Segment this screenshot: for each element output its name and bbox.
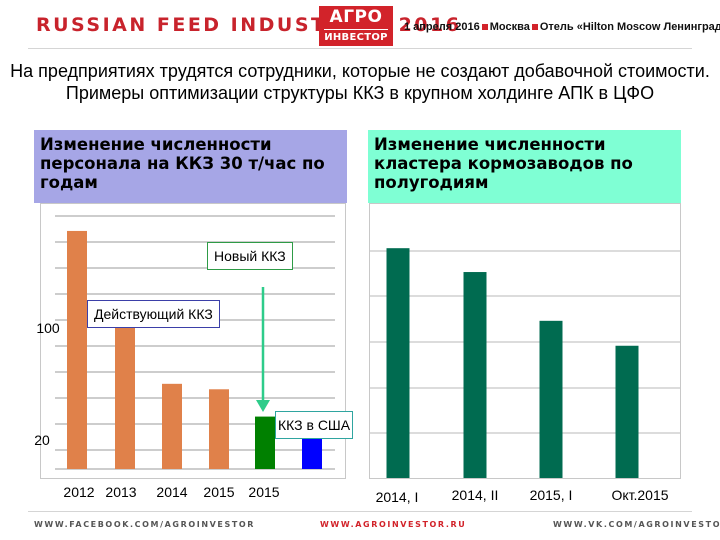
right-bar [386, 248, 410, 478]
legend-new-plant: Новый ККЗ [207, 242, 293, 270]
left-bar [67, 230, 87, 469]
legend-usa-plant: ККЗ в США [275, 411, 354, 439]
arrow-new-to-usa [256, 287, 270, 412]
separator-square-icon [481, 23, 488, 30]
event-date: 1 апреля 2016 [404, 21, 480, 33]
legend-current-plant: Действующий ККЗ [87, 300, 220, 328]
left-x-tick-label: 2012 [63, 484, 94, 500]
left-x-tick-label: 2015 [203, 484, 234, 500]
left-y-tick-label: 20 [34, 432, 50, 448]
footer-vk-link[interactable]: WWW.VK.COM/AGROINVESTOR [553, 520, 720, 529]
right-x-tick-label: 2014, II [452, 487, 499, 503]
left-y-tick-label: 100 [36, 320, 60, 336]
left-chart-labels: 2012 2013 2014 2015 2015 [63, 484, 279, 500]
logo-text-top: АГРО [329, 7, 383, 27]
left-chart-heading: Изменение численности персонала на ККЗ 3… [34, 130, 347, 203]
left-chart-bars [67, 230, 322, 469]
event-info: 1 апреля 2016 Москва Отель «Hilton Moscow … [404, 21, 720, 33]
header-divider [28, 48, 692, 49]
left-x-tick-label: 2015 [248, 484, 279, 500]
right-x-tick-label: 2015, I [530, 487, 573, 503]
right-chart-bars [386, 248, 639, 478]
right-bar [539, 320, 563, 478]
right-x-tick-label: 2014, I [376, 489, 419, 505]
left-x-tick-label: 2013 [105, 484, 136, 500]
arrow-head-icon [256, 400, 270, 412]
event-venue: Отель «Hilton Moscow Ленинградская» [539, 21, 720, 33]
right-bar [463, 272, 487, 478]
footer-facebook-link[interactable]: WWW.FACEBOOK.COM/AGROINVESTOR [34, 520, 256, 529]
logo-text-bottom: ИНВЕСТОР [324, 29, 388, 44]
left-x-tick-label: 2014 [156, 484, 187, 500]
slide-title: На предприятиях трудятся сотрудники, кот… [10, 61, 710, 103]
footer-divider [28, 511, 692, 512]
separator-square-icon [531, 23, 538, 30]
event-city: Москва [489, 21, 530, 33]
right-x-tick-label: Окт.2015 [611, 487, 668, 503]
footer-site-link[interactable]: WWW.AGROINVESTOR.RU [320, 520, 467, 529]
agroinvestor-logo[interactable]: АГРО ИНВЕСТОР [319, 6, 393, 46]
left-chart-y-ticks: 100 20 [34, 320, 60, 448]
right-bar [615, 345, 639, 478]
left-bar [209, 389, 229, 469]
left-bar [255, 416, 275, 469]
right-chart-labels: 2014, I 2014, II 2015, I Окт.2015 [376, 487, 669, 505]
left-bar [162, 383, 182, 469]
right-chart-heading: Изменение численности кластера кормозаво… [368, 130, 681, 203]
left-bar [115, 321, 135, 469]
left-bar [302, 435, 322, 469]
